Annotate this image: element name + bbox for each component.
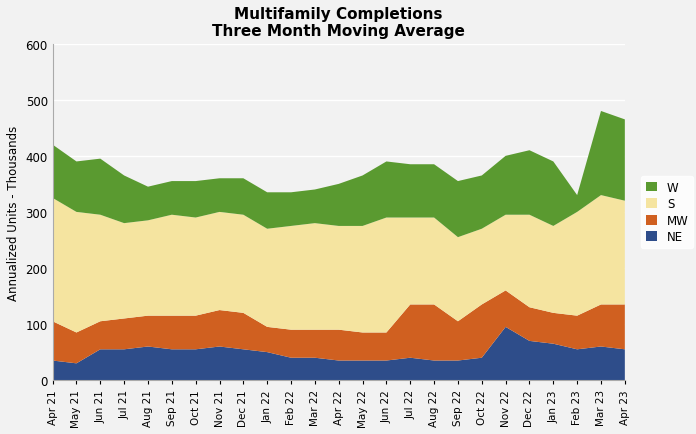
Y-axis label: Annualized Units - Thousands: Annualized Units - Thousands <box>7 125 20 300</box>
Legend: W, S, MW, NE: W, S, MW, NE <box>641 177 693 248</box>
Title: Multifamily Completions
Three Month Moving Average: Multifamily Completions Three Month Movi… <box>212 7 465 39</box>
